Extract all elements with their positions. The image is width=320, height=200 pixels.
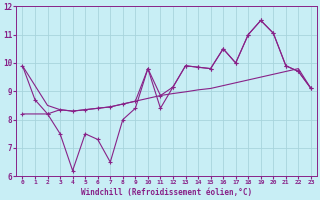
X-axis label: Windchill (Refroidissement éolien,°C): Windchill (Refroidissement éolien,°C) bbox=[81, 188, 252, 197]
